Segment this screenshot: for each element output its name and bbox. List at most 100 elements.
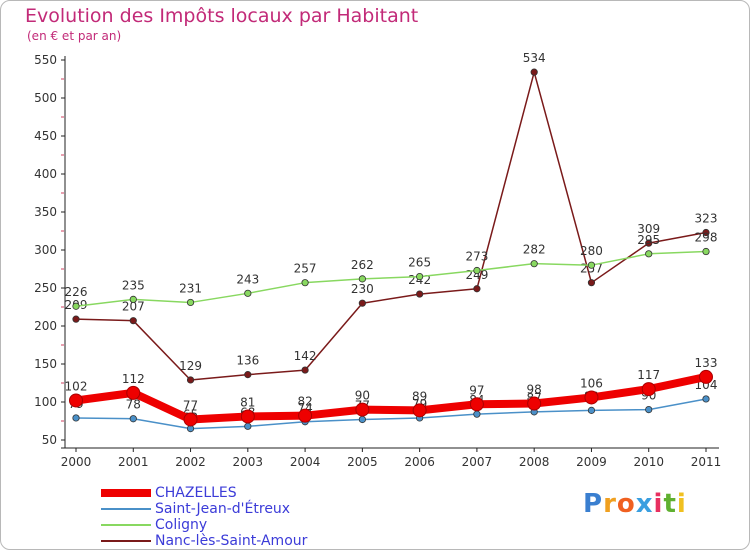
data-point: [645, 239, 653, 247]
data-point: [584, 390, 599, 405]
data-point: [416, 272, 424, 281]
legend-label-chazelles: CHAZELLES: [155, 485, 237, 501]
data-point: [126, 385, 141, 400]
y-tick-label: 400: [34, 167, 57, 181]
series-line: [75, 250, 707, 307]
data-point: [587, 261, 596, 269]
data-label: 262: [351, 258, 374, 272]
data-label: 142: [294, 349, 317, 363]
data-label: 534: [523, 51, 546, 65]
data-label: 265: [408, 256, 431, 270]
data-point: [355, 402, 370, 417]
data-point: [129, 295, 137, 303]
data-point: [473, 266, 481, 275]
data-point: [72, 414, 80, 422]
data-point: [530, 260, 538, 268]
data-point: [358, 275, 366, 283]
data-point: [469, 397, 484, 412]
x-tick-label: 2008: [519, 455, 550, 469]
data-label: 243: [236, 272, 259, 286]
x-tick-label: 2005: [347, 455, 378, 469]
data-label: 102: [65, 379, 88, 393]
data-point: [301, 279, 309, 287]
data-label: 106: [580, 376, 603, 390]
logo-letter: P: [583, 489, 604, 519]
x-tick-label: 2000: [61, 455, 92, 469]
data-label: 77: [183, 398, 198, 412]
x-tick-label: 2003: [233, 455, 264, 469]
data-label: 298: [695, 231, 718, 245]
series-line: [72, 372, 710, 424]
logo-letter: i: [676, 489, 687, 519]
data-label: 295: [637, 233, 660, 247]
data-point: [244, 371, 252, 379]
data-point: [358, 299, 366, 307]
data-label: 207: [122, 300, 145, 314]
data-point: [527, 396, 542, 411]
data-label: 282: [523, 243, 546, 257]
data-label: 226: [65, 285, 88, 299]
data-point: [587, 279, 596, 287]
data-label: 82: [297, 395, 312, 409]
data-point: [69, 393, 83, 408]
data-label: 136: [236, 354, 259, 368]
y-tick-label: 100: [34, 395, 57, 409]
data-point: [244, 422, 252, 430]
data-label: 230: [351, 282, 374, 296]
y-tick-label: 250: [34, 281, 57, 295]
data-point: [244, 289, 252, 297]
data-point: [699, 369, 713, 384]
data-label: 133: [695, 356, 718, 370]
data-label: 273: [465, 250, 488, 264]
legend-swatch-coligny: [101, 524, 151, 526]
y-tick-label: 200: [34, 319, 57, 333]
data-point: [72, 315, 80, 323]
data-point: [641, 382, 656, 397]
series-line: [75, 398, 707, 430]
y-tick-label: 150: [34, 357, 57, 371]
series-line: [75, 71, 707, 381]
logo-letter: t: [663, 489, 677, 519]
data-point: [298, 408, 313, 423]
data-point: [240, 409, 255, 424]
x-tick-label: 2006: [404, 455, 435, 469]
proxiti-logo: Proxiti: [583, 489, 687, 519]
chart-title: Evolution des Impôts locaux par Habitant: [25, 5, 419, 27]
data-label: 81: [240, 395, 255, 409]
data-point: [702, 228, 710, 237]
data-point: [129, 415, 137, 423]
logo-letter: r: [603, 489, 617, 519]
data-point: [702, 395, 710, 403]
data-point: [129, 317, 137, 325]
data-label: 89: [412, 389, 427, 403]
data-label: 90: [355, 389, 370, 403]
data-point: [72, 302, 80, 310]
data-point: [416, 290, 424, 298]
legend-label-nanc-les-saint-amour: Nanc-lès-Saint-Amour: [155, 533, 308, 549]
data-point: [645, 250, 653, 258]
data-point: [183, 412, 198, 427]
x-tick-label: 2004: [290, 455, 321, 469]
chart-subtitle: (en € et par an): [27, 29, 122, 43]
x-tick-label: 2001: [118, 455, 149, 469]
data-point: [702, 247, 710, 256]
y-tick-label: 550: [34, 53, 57, 67]
x-tick-label: 2007: [462, 455, 493, 469]
y-tick-label: 500: [34, 91, 57, 105]
data-label: 129: [179, 359, 202, 373]
legend-label-coligny: Coligny: [155, 517, 208, 533]
data-point: [412, 403, 427, 418]
data-label: 98: [527, 383, 542, 397]
data-label: 78: [126, 398, 141, 412]
data-label: 231: [179, 281, 202, 295]
data-point: [473, 410, 481, 418]
legend-swatch-nanc-les-saint-amour: [101, 540, 151, 542]
data-point: [587, 406, 596, 414]
data-point: [530, 68, 538, 76]
logo-letter: i: [653, 489, 664, 519]
logo-letter: o: [616, 489, 636, 519]
data-label: 280: [580, 244, 603, 258]
x-tick-label: 2010: [633, 455, 664, 469]
